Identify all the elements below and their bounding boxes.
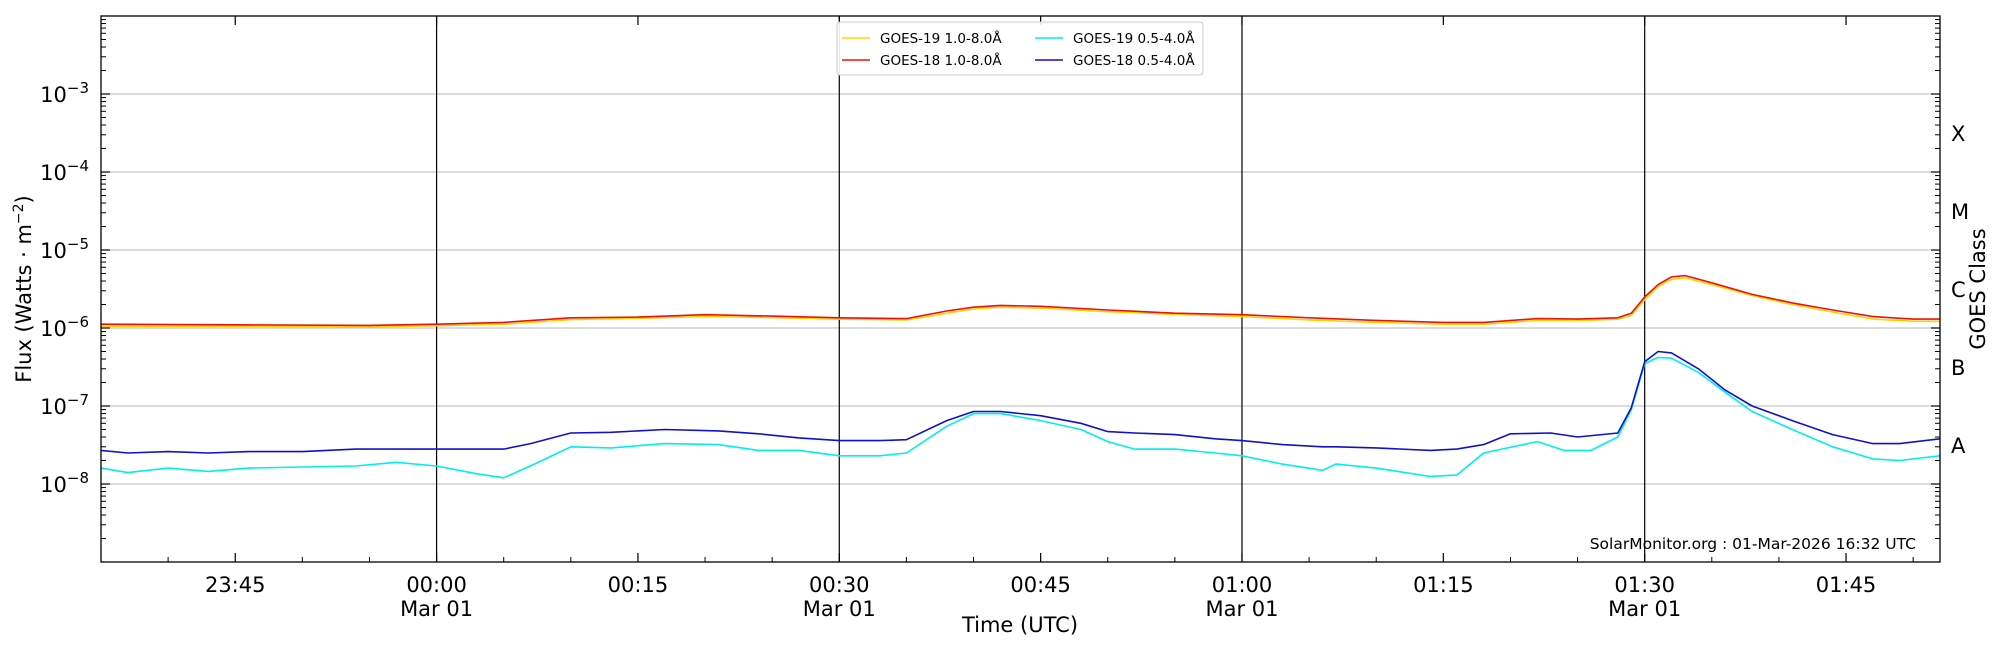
legend: GOES-19 1.0-8.0Å GOES-18 1.0-8.0Å GOES-1… [836, 21, 1204, 76]
x-tick-label-8: 01:45 [1816, 573, 1877, 597]
x-tick-label-2: 00:15 [608, 573, 669, 597]
x-tick-label-0: 23:45 [205, 573, 266, 597]
y-tick-label-1: 10−7 [40, 391, 89, 419]
x-tick-date-1: Mar 01 [400, 597, 473, 621]
watermark-annotation: SolarMonitor.org : 01-Mar-2026 16:32 UTC [1590, 535, 1916, 553]
y-tick-label-3: 10−5 [40, 235, 89, 263]
y-axis-title: Flux (Watts · m−2) [11, 195, 36, 383]
series-line-0 [101, 276, 1940, 328]
x-tick-label-6: 01:15 [1413, 573, 1474, 597]
x-tick-date-7: Mar 01 [1608, 597, 1681, 621]
y-tick-label-0: 10−8 [40, 469, 89, 497]
plot-frame [100, 15, 1941, 563]
y-axis-ticks: 10−8 10−7 10−6 10−5 10−4 10−3 [40, 19, 1940, 540]
y-tick-label-5: 10−3 [40, 79, 89, 107]
x-tick-label-1: 00:00 [406, 573, 467, 597]
x-axis-title: Time (UTC) [961, 613, 1078, 637]
series-line-3 [100, 350, 1941, 454]
goes-class-label-A: A [1951, 434, 1966, 458]
goes-class-label-X: X [1951, 122, 1965, 146]
x-tick-date-5: Mar 01 [1205, 597, 1278, 621]
series-line-1 [100, 274, 1940, 327]
legend-label-goes19-long: GOES-19 1.0-8.0Å [880, 30, 1002, 47]
right-axis-title: GOES Class [1966, 228, 1990, 349]
plot-area [101, 16, 1940, 562]
x-tick-label-4: 00:45 [1010, 573, 1071, 597]
x-tick-label-3: 00:30 [809, 573, 870, 597]
y-tick-label-2: 10−6 [40, 313, 89, 341]
x-tick-date-3: Mar 01 [803, 597, 876, 621]
x-tick-label-5: 01:00 [1212, 573, 1273, 597]
goes-class-labels: A B C M X [1951, 122, 1969, 458]
legend-label-goes18-long: GOES-18 1.0-8.0Å [880, 52, 1002, 69]
day-marker-lines [435, 16, 1646, 562]
legend-label-goes19-short: GOES-19 0.5-4.0Å [1073, 30, 1195, 47]
goes-class-label-B: B [1951, 356, 1965, 380]
grid-lines [101, 93, 1940, 485]
legend-box [836, 21, 1204, 76]
x-tick-label-7: 01:30 [1614, 573, 1675, 597]
series-lines [100, 274, 1941, 479]
goes-class-label-M: M [1951, 200, 1969, 224]
goes-class-label-C: C [1951, 278, 1966, 302]
legend-label-goes18-short: GOES-18 0.5-4.0Å [1073, 52, 1195, 69]
y-tick-label-4: 10−4 [40, 157, 89, 185]
series-line-2 [100, 356, 1941, 479]
